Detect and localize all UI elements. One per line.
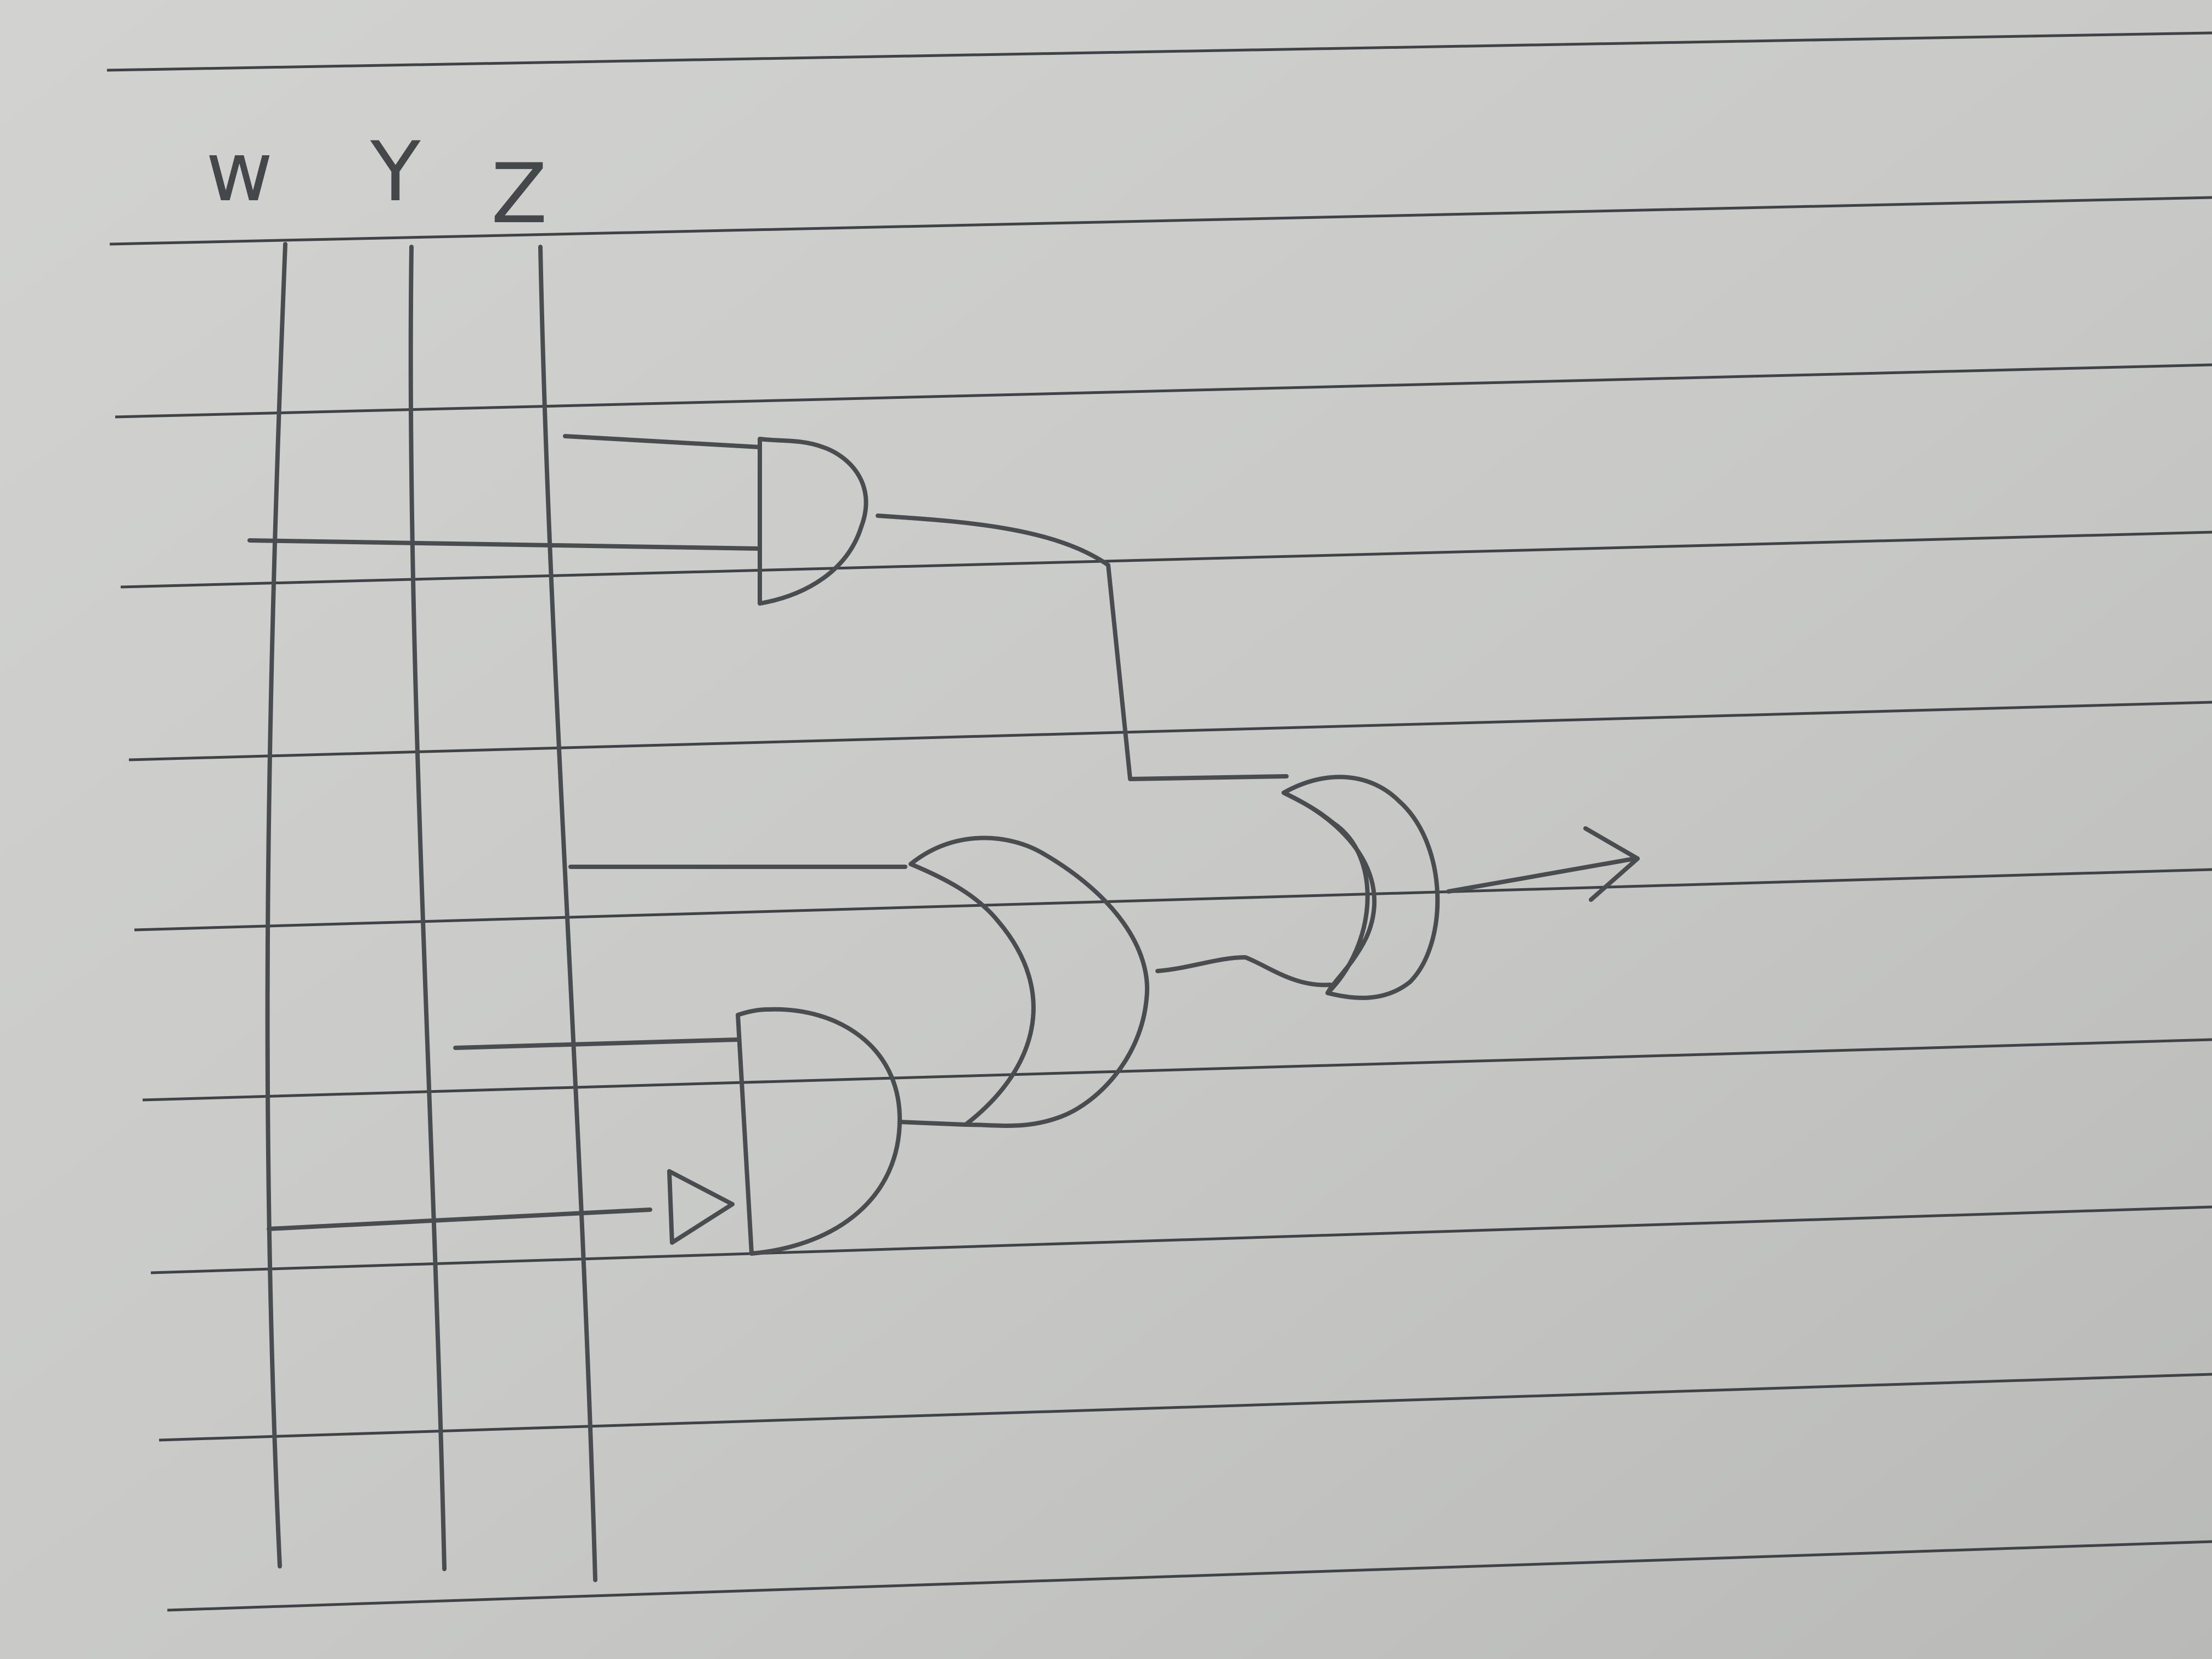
ruled-line	[109, 196, 2212, 246]
input-label-z: Z	[491, 146, 548, 242]
ruled-lines	[106, 31, 2212, 1612]
ruled-line	[159, 1373, 2212, 1442]
input-label-w: w	[206, 125, 273, 220]
ruled-line	[128, 701, 2212, 761]
ruled-line	[134, 868, 2212, 932]
wire-and-top-to-or-final	[876, 514, 1289, 781]
wire-z-to-and-top	[563, 434, 762, 449]
wire-or-middle-to-or-final	[1155, 955, 1333, 988]
ruled-line	[115, 363, 2212, 419]
not-gate	[667, 1169, 735, 1245]
wire-and-bottom-to-or-middle	[898, 1120, 968, 1127]
output-wire	[1446, 856, 1637, 894]
ruled-line	[167, 1540, 2212, 1612]
input-label-y: Y	[370, 125, 421, 220]
and-gate-top	[758, 437, 868, 606]
ruled-line	[142, 1038, 2212, 1102]
ruled-line	[120, 531, 2212, 589]
ruled-line	[150, 1205, 2212, 1274]
and-gate-bottom	[736, 1007, 902, 1256]
output-arrow-icon	[1583, 826, 1640, 902]
bus-w	[265, 242, 287, 1568]
wire-y-to-and-bottom	[453, 1037, 740, 1050]
wire-w-to-not	[267, 1207, 652, 1231]
ruled-line	[106, 31, 2212, 72]
bus-z	[538, 245, 597, 1582]
or-gate-final-back	[1282, 791, 1377, 995]
bus-y	[408, 245, 447, 1571]
wire-w-to-and-top	[247, 538, 762, 551]
or-gate-middle	[909, 836, 1149, 1128]
